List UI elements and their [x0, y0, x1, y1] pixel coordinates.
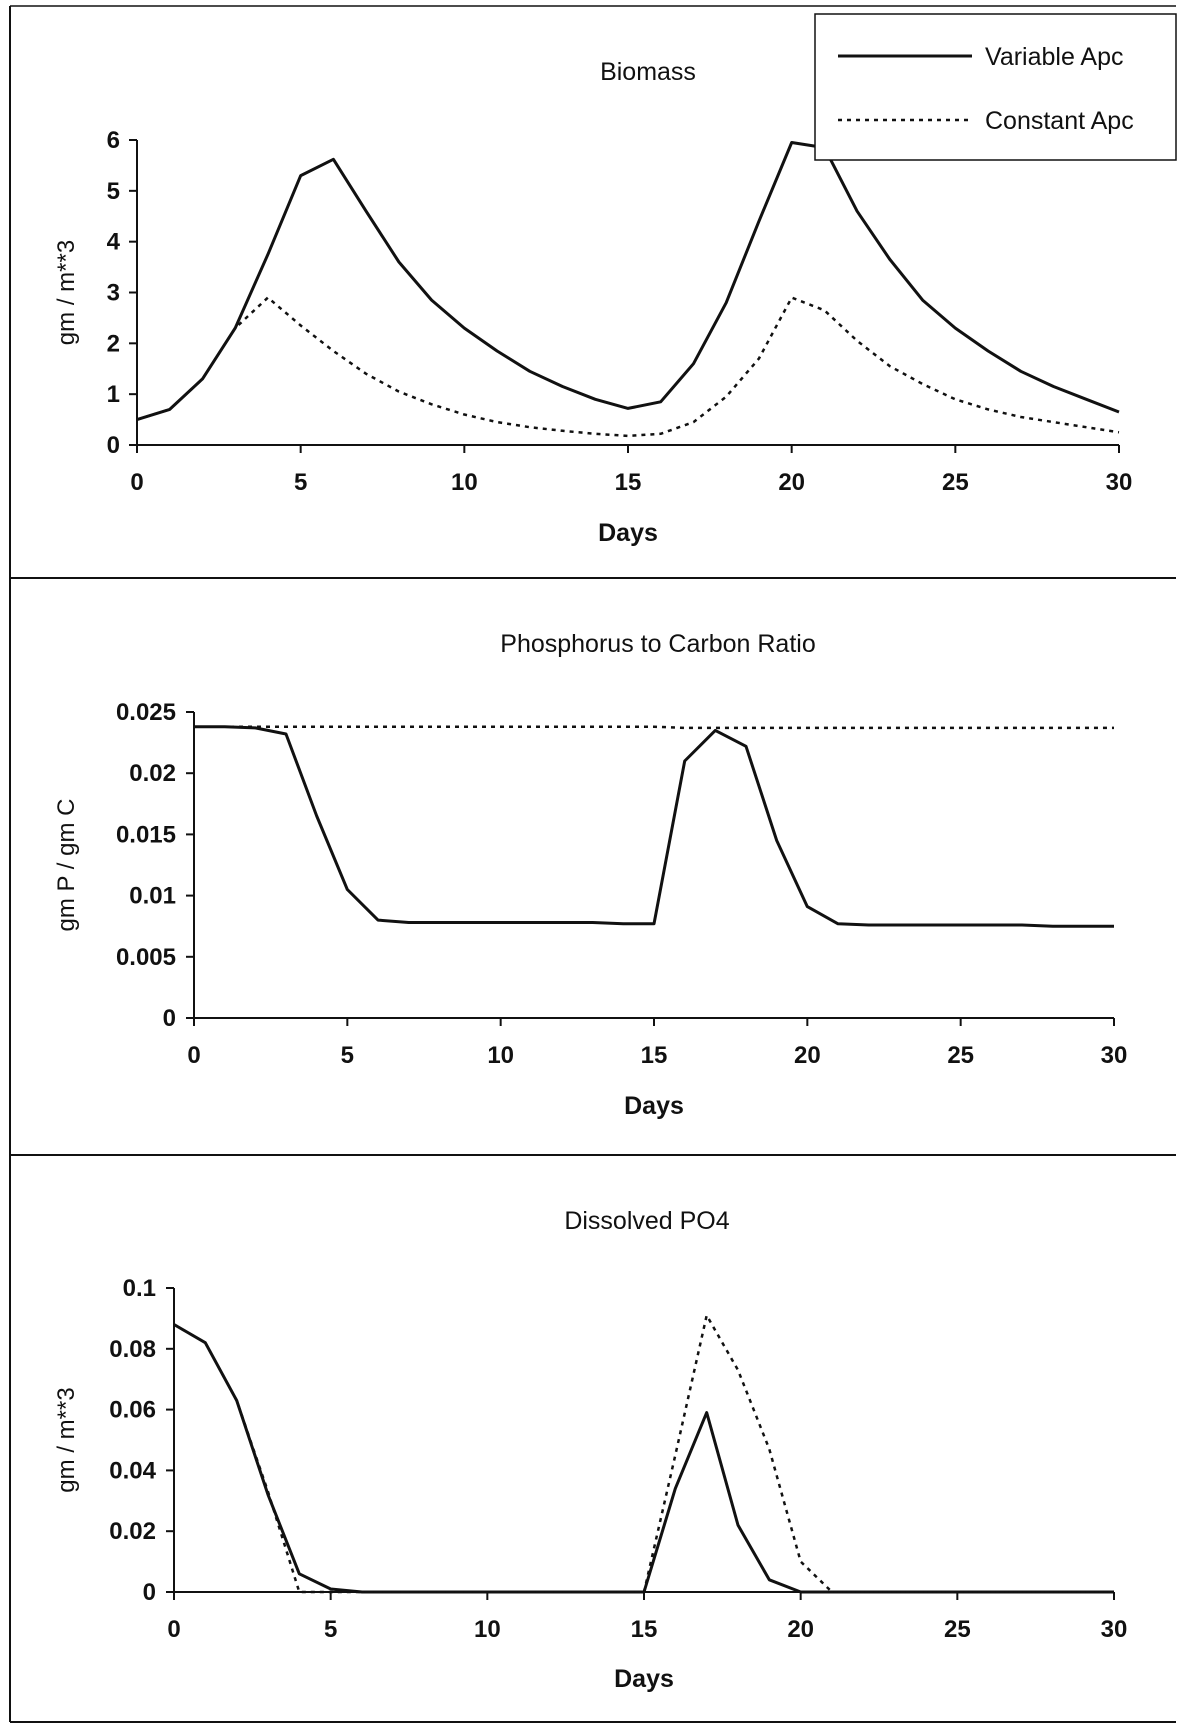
- legend-label: Constant Apc: [985, 107, 1134, 135]
- y-tick-label: 4: [107, 229, 121, 256]
- x-tick-label: 20: [778, 469, 805, 496]
- x-tick-label: 0: [167, 1616, 180, 1643]
- chart-title: Biomass: [600, 58, 696, 86]
- y-tick-label: 1: [107, 381, 120, 408]
- y-tick-label: 0: [143, 1579, 156, 1606]
- x-tick-label: 25: [944, 1616, 971, 1643]
- chart-title: Dissolved PO4: [564, 1207, 729, 1235]
- y-tick-label: 0.04: [109, 1457, 156, 1484]
- x-tick-label: 0: [187, 1042, 200, 1069]
- x-tick-label: 25: [942, 469, 969, 496]
- x-tick-label: 15: [641, 1042, 668, 1069]
- x-tick-label: 20: [787, 1616, 814, 1643]
- x-axis-label: Days: [598, 519, 658, 547]
- y-axis-label: gm P / gm C: [53, 799, 80, 932]
- x-tick-label: 5: [341, 1042, 354, 1069]
- series-line-constant-apc: [194, 725, 1114, 730]
- y-tick-label: 6: [107, 127, 120, 154]
- y-tick-label: 0.025: [116, 699, 176, 726]
- x-tick-label: 25: [947, 1042, 974, 1069]
- x-tick-label: 5: [294, 469, 307, 496]
- y-axis-label: gm / m**3: [53, 240, 80, 345]
- chart-1: Biomass 0 1 2 3 4 5 6 0 5 10 15 20 25 30 Days gm / m**3: [53, 58, 1132, 547]
- x-tick-label: 20: [794, 1042, 821, 1069]
- x-tick-label: 15: [615, 469, 642, 496]
- y-tick-label: 0.1: [123, 1275, 156, 1302]
- series-line-constant-apc: [136, 296, 1120, 438]
- x-tick-label: 10: [474, 1616, 501, 1643]
- x-axis-label: Days: [614, 1665, 674, 1693]
- y-tick-label: 0: [163, 1005, 176, 1032]
- x-tick-label: 30: [1101, 1042, 1128, 1069]
- series-line-constant-apc: [173, 1314, 1114, 1594]
- chart-3: Dissolved PO4 0 0.02 0.04 0.06 0.08 0.1 0 5 10 15 2…: [53, 1207, 1127, 1693]
- y-tick-label: 0.01: [129, 883, 176, 910]
- chart-title: Phosphorus to Carbon Ratio: [500, 630, 815, 658]
- x-tick-label: 30: [1106, 469, 1133, 496]
- y-tick-label: 3: [107, 280, 120, 307]
- y-tick-label: 0.015: [116, 821, 176, 848]
- x-tick-label: 10: [451, 469, 478, 496]
- y-tick-label: 0.02: [129, 760, 176, 787]
- legend-box: [814, 13, 1177, 161]
- y-tick-label: 0.02: [109, 1518, 156, 1545]
- series-line-variable-apc: [136, 141, 1120, 422]
- chart-2: Phosphorus to Carbon Ratio 0 0.005 0.01 0.01…: [53, 630, 1127, 1120]
- x-tick-label: 0: [130, 469, 143, 496]
- y-axis-label: gm / m**3: [53, 1387, 80, 1492]
- y-tick-label: 0.06: [109, 1397, 156, 1424]
- y-tick-label: 2: [107, 330, 120, 357]
- y-tick-label: 5: [107, 178, 120, 205]
- x-tick-label: 30: [1101, 1616, 1128, 1643]
- x-tick-label: 10: [487, 1042, 514, 1069]
- x-axis-label: Days: [624, 1092, 684, 1120]
- series-line-variable-apc: [173, 1323, 1114, 1594]
- y-tick-label: 0.005: [116, 944, 176, 971]
- legend: Variable Apc Constant Apc: [814, 13, 1177, 161]
- y-tick-label: 0.08: [109, 1336, 156, 1363]
- x-tick-label: 5: [324, 1616, 337, 1643]
- y-tick-label: 0: [107, 432, 120, 459]
- x-tick-label: 15: [631, 1616, 658, 1643]
- series-line-variable-apc: [194, 725, 1114, 928]
- legend-label: Variable Apc: [985, 43, 1124, 71]
